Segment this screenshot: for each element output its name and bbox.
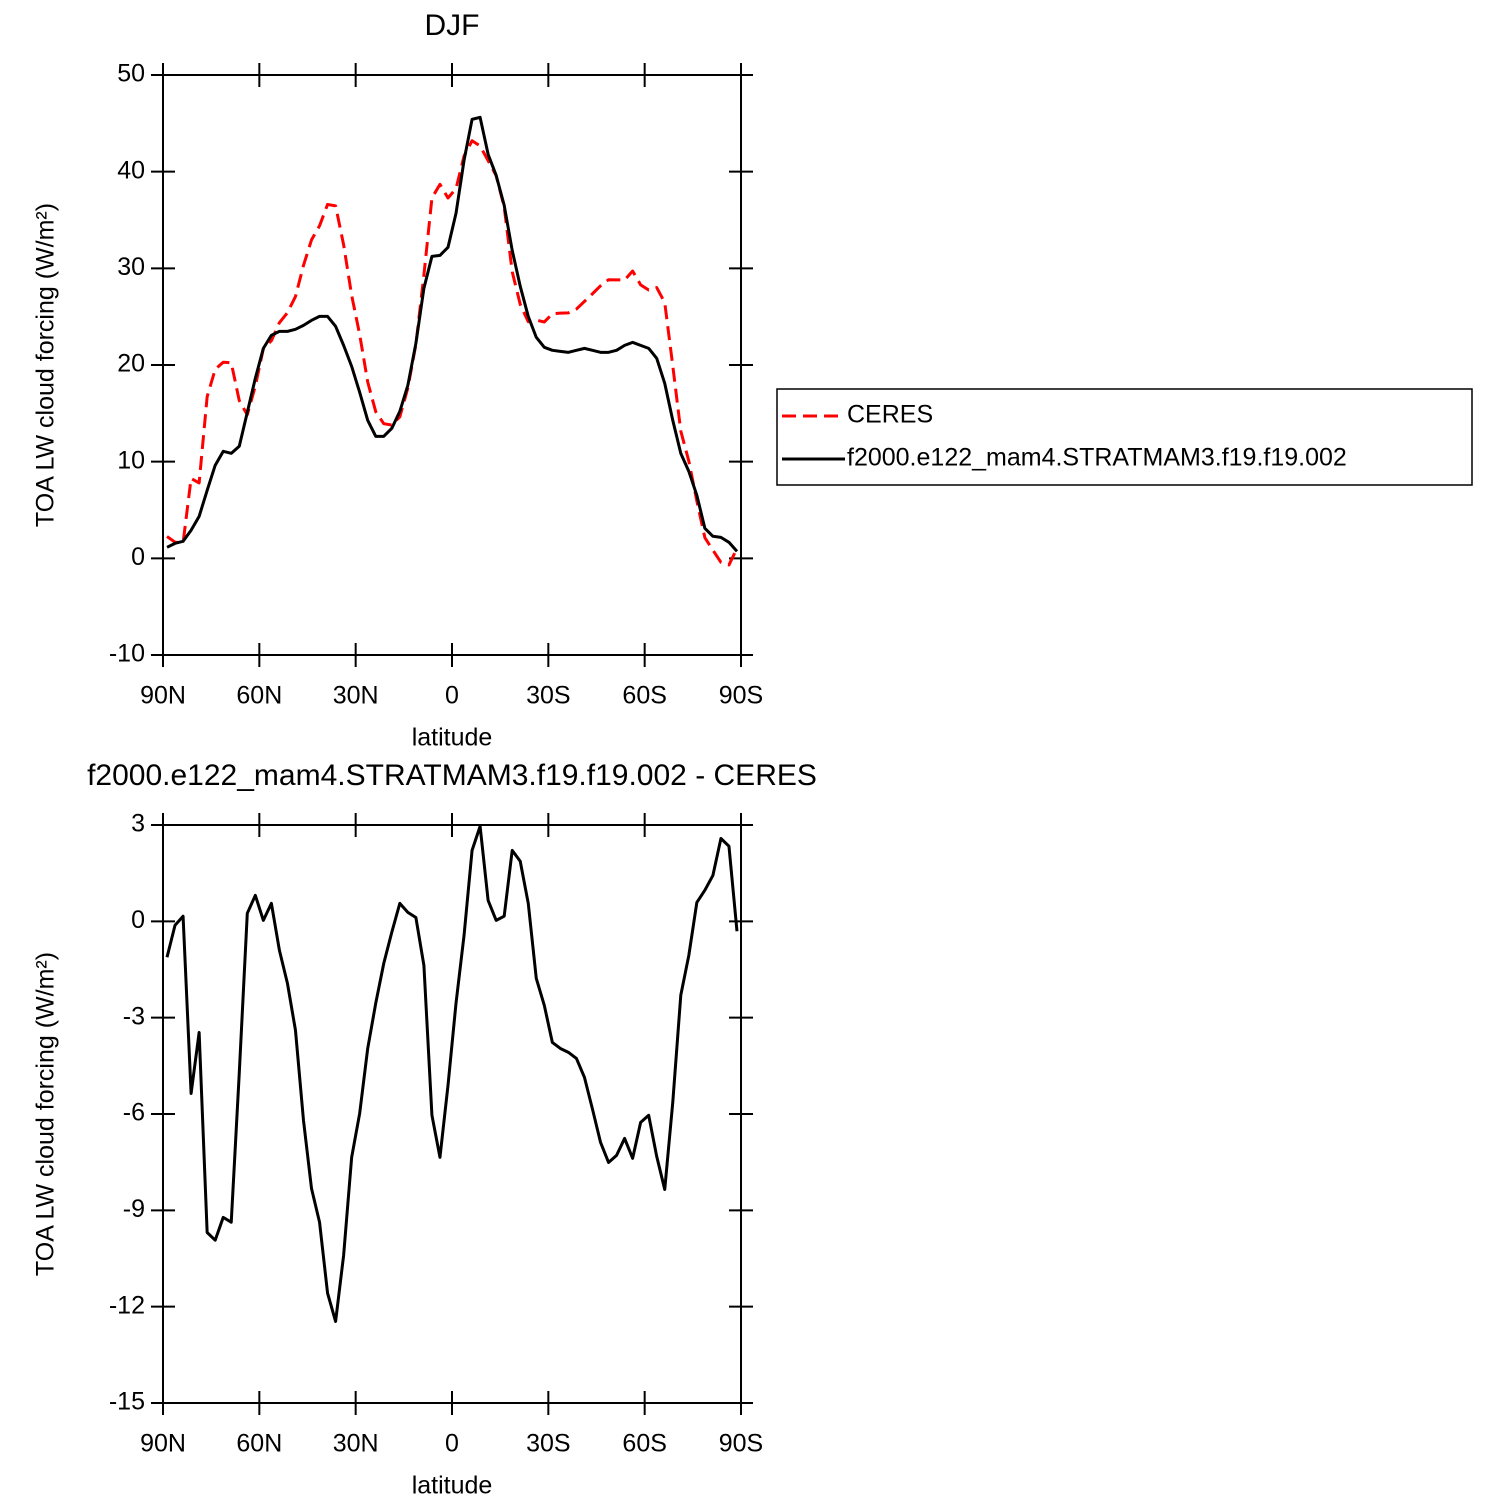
x-tick-label: 90S xyxy=(719,1430,763,1458)
x-tick-label: 60N xyxy=(236,682,282,710)
y-tick-label: -6 xyxy=(123,1099,145,1127)
y-axis-label: TOA LW cloud forcing (W/m²) xyxy=(32,952,60,1276)
x-tick-label: 30S xyxy=(526,1430,570,1458)
x-tick-label: 90S xyxy=(719,682,763,710)
y-axis-label: TOA LW cloud forcing (W/m²) xyxy=(32,203,60,527)
y-tick-label: -9 xyxy=(123,1195,145,1223)
y-tick-label: 30 xyxy=(117,253,145,281)
x-tick-label: 30N xyxy=(333,1430,379,1458)
plot-frame xyxy=(162,74,742,656)
chart-title: f2000.e122_mam4.STRATMAM3.f19.f19.002 - … xyxy=(87,759,817,792)
x-tick-label: 90N xyxy=(140,682,186,710)
plot-frame xyxy=(162,824,742,1404)
x-tick-label: 0 xyxy=(445,682,459,710)
y-tick-label: 40 xyxy=(117,156,145,184)
chart-title: DJF xyxy=(425,9,480,42)
y-tick-label: 0 xyxy=(131,543,145,571)
y-tick-label: 3 xyxy=(131,810,145,838)
x-tick-label: 60N xyxy=(236,1430,282,1458)
x-tick-label: 30N xyxy=(333,682,379,710)
legend-box xyxy=(776,388,1473,486)
y-tick-label: -15 xyxy=(109,1388,145,1416)
y-tick-label: -12 xyxy=(109,1291,145,1319)
x-axis-label: latitude xyxy=(412,724,493,752)
y-tick-label: 10 xyxy=(117,446,145,474)
x-tick-label: 0 xyxy=(445,1430,459,1458)
y-tick-label: 50 xyxy=(117,60,145,88)
x-tick-label: 60S xyxy=(622,1430,666,1458)
y-tick-label: 20 xyxy=(117,350,145,378)
y-tick-label: -3 xyxy=(123,1002,145,1030)
y-tick-label: -10 xyxy=(109,640,145,668)
legend-label: f2000.e122_mam4.STRATMAM3.f19.f19.002 xyxy=(847,444,1347,472)
data-line xyxy=(166,115,739,553)
y-tick-label: 0 xyxy=(131,906,145,934)
x-tick-label: 30S xyxy=(526,682,570,710)
data-line xyxy=(165,824,739,1323)
x-tick-label: 60S xyxy=(622,682,666,710)
x-axis-label: latitude xyxy=(412,1472,493,1500)
legend-label: CERES xyxy=(847,401,933,429)
x-tick-label: 90N xyxy=(140,1430,186,1458)
